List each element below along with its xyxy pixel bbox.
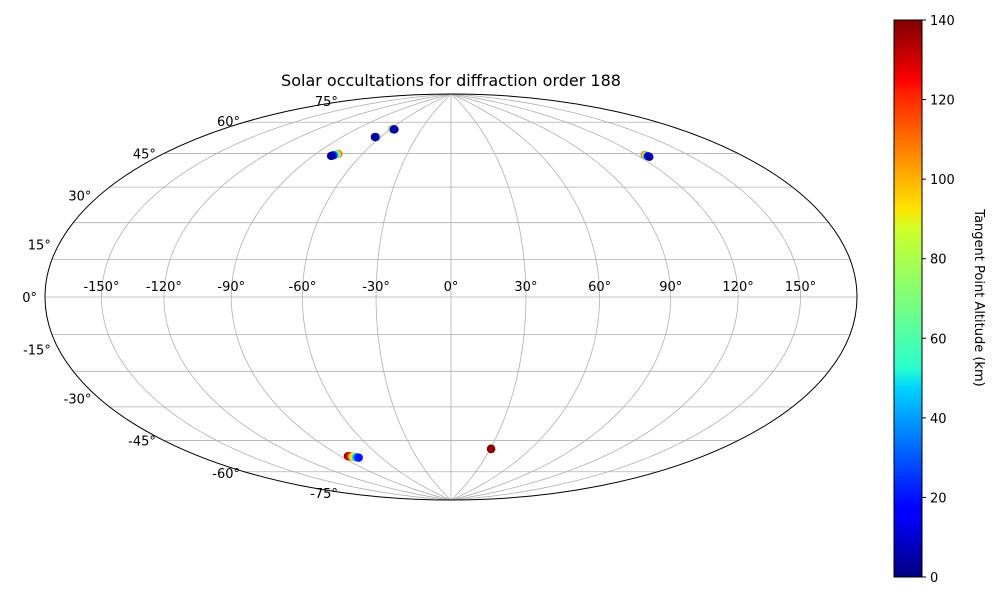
chart-title: Solar occultations for diffraction order…: [281, 71, 621, 90]
latitude-tick-label: -15°: [23, 344, 51, 359]
occultation-point: [390, 125, 399, 134]
occultation-points: [326, 125, 654, 462]
longitude-tick-label: -60°: [289, 280, 317, 295]
longitude-tick-labels: -150° -120° -90° -60° -30° 0° 30° 60° 90° 120° 150…: [83, 280, 816, 295]
longitude-tick-label: 0°: [444, 280, 459, 295]
longitude-tick-label: 60°: [588, 280, 611, 295]
longitude-grid-line: [450, 94, 527, 500]
longitude-grid-line: [163, 94, 452, 500]
longitude-grid-line: [301, 94, 452, 500]
colorbar-gradient: [893, 19, 923, 578]
latitude-tick-label: 45°: [133, 147, 156, 162]
longitude-tick-label: -90°: [217, 280, 245, 295]
latitude-tick-label: 0°: [22, 291, 37, 306]
longitude-grid-line: [230, 94, 452, 500]
occultation-point: [354, 453, 363, 462]
map-boundary: [44, 93, 858, 501]
longitude-grid-line: [101, 94, 452, 500]
colorbar: 0 20 40 60 80 100 120 140 Tangent Point Altitud…: [893, 14, 986, 586]
latitude-tick-label: 30°: [68, 190, 91, 205]
longitude-grid-line: [375, 94, 452, 500]
longitude-tick-label: 30°: [514, 280, 537, 295]
colorbar-tick-label: 80: [930, 253, 947, 268]
latitude-tick-label: 15°: [28, 238, 51, 253]
latitude-tick-labels: 75° 60° 45° 30° 15° 0° -15° -30° -45° -60° -75°: [22, 95, 338, 502]
longitude-tick-label: 90°: [659, 280, 682, 295]
latitude-tick-label: -60°: [212, 467, 240, 482]
colorbar-ticks: 0 20 40 60 80 100 120 140: [922, 14, 955, 586]
latitude-tick-label: -75°: [310, 487, 338, 502]
longitude-grid-line: [450, 94, 801, 500]
longitude-tick-label: -120°: [146, 280, 182, 295]
longitude-tick-label: 150°: [785, 280, 816, 295]
occultation-point: [326, 151, 336, 161]
longitude-grid-line: [450, 94, 601, 500]
occultation-point: [370, 132, 380, 142]
colorbar-tick-label: 0: [930, 571, 938, 586]
colorbar-label: Tangent Point Altitude (km): [971, 208, 986, 386]
colorbar-tick-label: 40: [930, 412, 947, 427]
latitude-tick-label: 60°: [217, 115, 240, 130]
colorbar-tick-label: 120: [930, 94, 955, 109]
longitude-tick-label: -150°: [83, 280, 119, 295]
occultation-point: [486, 444, 496, 454]
latitude-tick-label: -30°: [64, 393, 92, 408]
longitude-grid-line: [450, 94, 739, 500]
latitude-tick-label: -45°: [128, 435, 156, 450]
occultation-point: [645, 152, 654, 162]
longitude-tick-label: -30°: [362, 280, 390, 295]
colorbar-tick-label: 100: [930, 173, 955, 188]
longitude-tick-label: 120°: [722, 280, 753, 295]
colorbar-tick-label: 20: [930, 491, 947, 506]
longitude-grid-line: [450, 94, 672, 500]
colorbar-tick-label: 60: [930, 332, 947, 347]
latitude-tick-label: 75°: [315, 95, 338, 110]
colorbar-tick-label: 140: [930, 14, 955, 29]
